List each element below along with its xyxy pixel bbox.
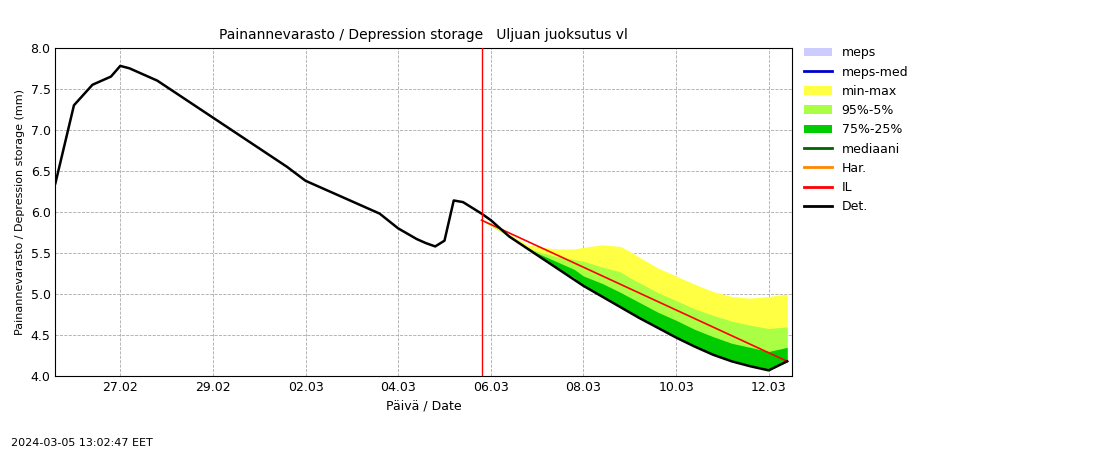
X-axis label: Päivä / Date: Päivä / Date (386, 400, 461, 413)
Title: Painannevarasto / Depression storage   Uljuan juoksutus vl: Painannevarasto / Depression storage Ulj… (219, 28, 628, 42)
Legend: meps, meps-med, min-max, 95%-5%, 75%-25%, mediaani, Har., IL, Det.: meps, meps-med, min-max, 95%-5%, 75%-25%… (800, 41, 913, 218)
Text: 2024-03-05 13:02:47 EET: 2024-03-05 13:02:47 EET (11, 437, 153, 447)
Y-axis label: Painannevarasto / Depression storage (mm): Painannevarasto / Depression storage (mm… (15, 89, 25, 335)
